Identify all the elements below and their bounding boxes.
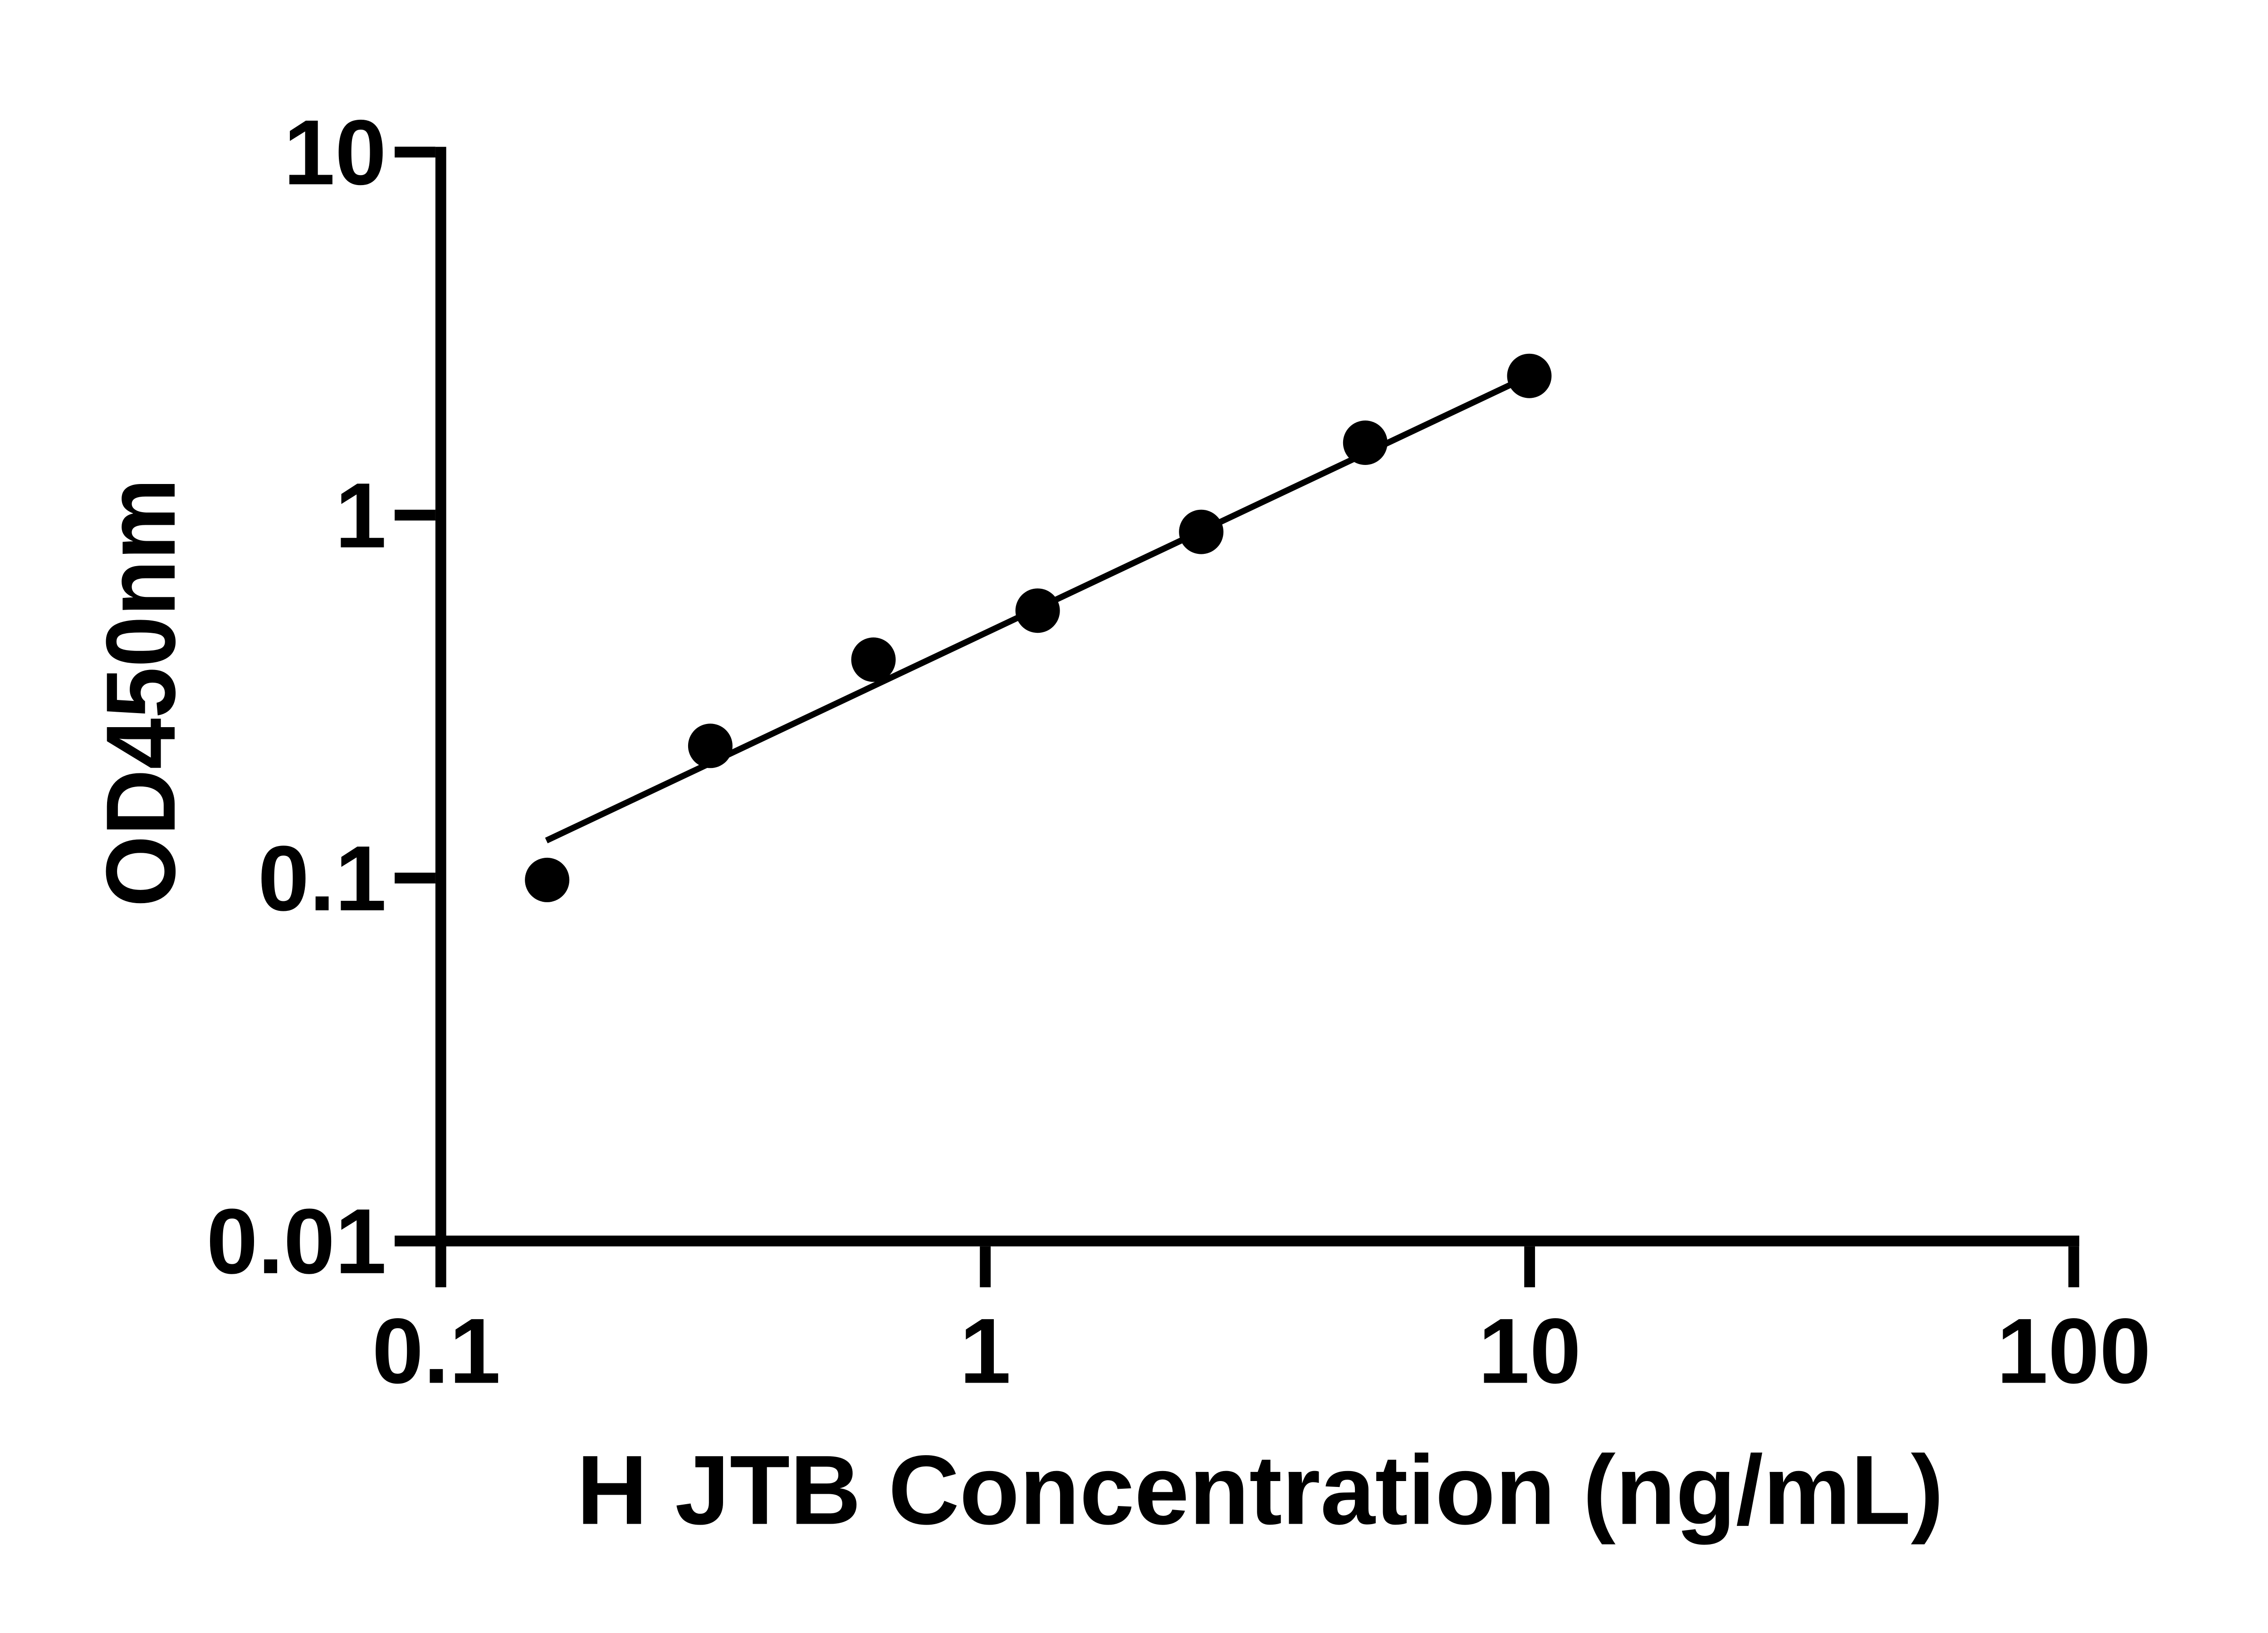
svg-text:100: 100 — [1997, 1300, 2151, 1403]
svg-text:10: 10 — [284, 101, 386, 204]
svg-text:1: 1 — [335, 464, 386, 567]
svg-text:1: 1 — [959, 1300, 1011, 1403]
svg-text:OD450nm: OD450nm — [86, 479, 196, 907]
svg-text:0.01: 0.01 — [206, 1190, 386, 1293]
svg-text:10: 10 — [1478, 1300, 1581, 1403]
svg-text:H JTB Concentration (ng/mL): H JTB Concentration (ng/mL) — [577, 1435, 1944, 1545]
svg-text:0.1: 0.1 — [258, 827, 386, 930]
svg-text:0.1: 0.1 — [372, 1300, 501, 1403]
